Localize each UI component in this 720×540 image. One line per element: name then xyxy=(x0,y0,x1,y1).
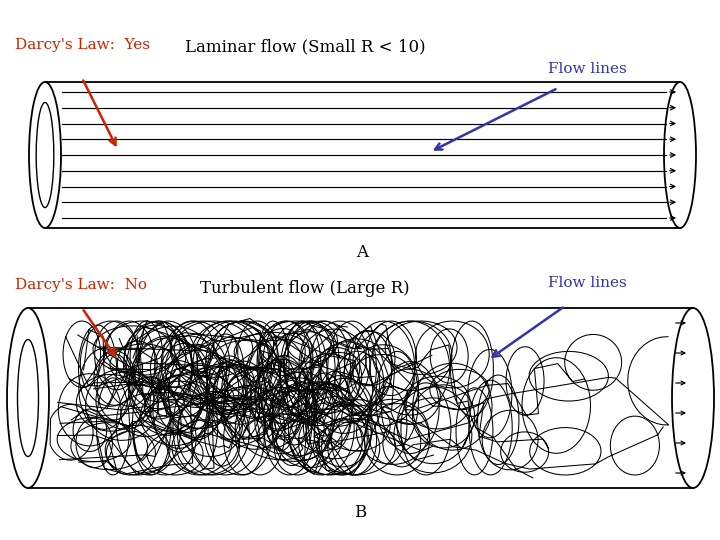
Text: Flow lines: Flow lines xyxy=(548,62,626,76)
Text: Darcy's Law:  Yes: Darcy's Law: Yes xyxy=(15,38,150,52)
Text: A: A xyxy=(356,244,369,261)
Ellipse shape xyxy=(36,103,54,207)
Text: Darcy's Law:  No: Darcy's Law: No xyxy=(15,278,147,292)
Ellipse shape xyxy=(29,82,61,228)
Text: Turbulent flow (Large R): Turbulent flow (Large R) xyxy=(200,280,410,297)
Ellipse shape xyxy=(664,82,696,228)
Text: Flow lines: Flow lines xyxy=(548,276,626,290)
Ellipse shape xyxy=(17,340,38,456)
Text: Laminar flow (Small R < 10): Laminar flow (Small R < 10) xyxy=(185,38,426,55)
Text: B: B xyxy=(354,504,366,521)
Ellipse shape xyxy=(672,308,714,488)
Ellipse shape xyxy=(7,308,49,488)
